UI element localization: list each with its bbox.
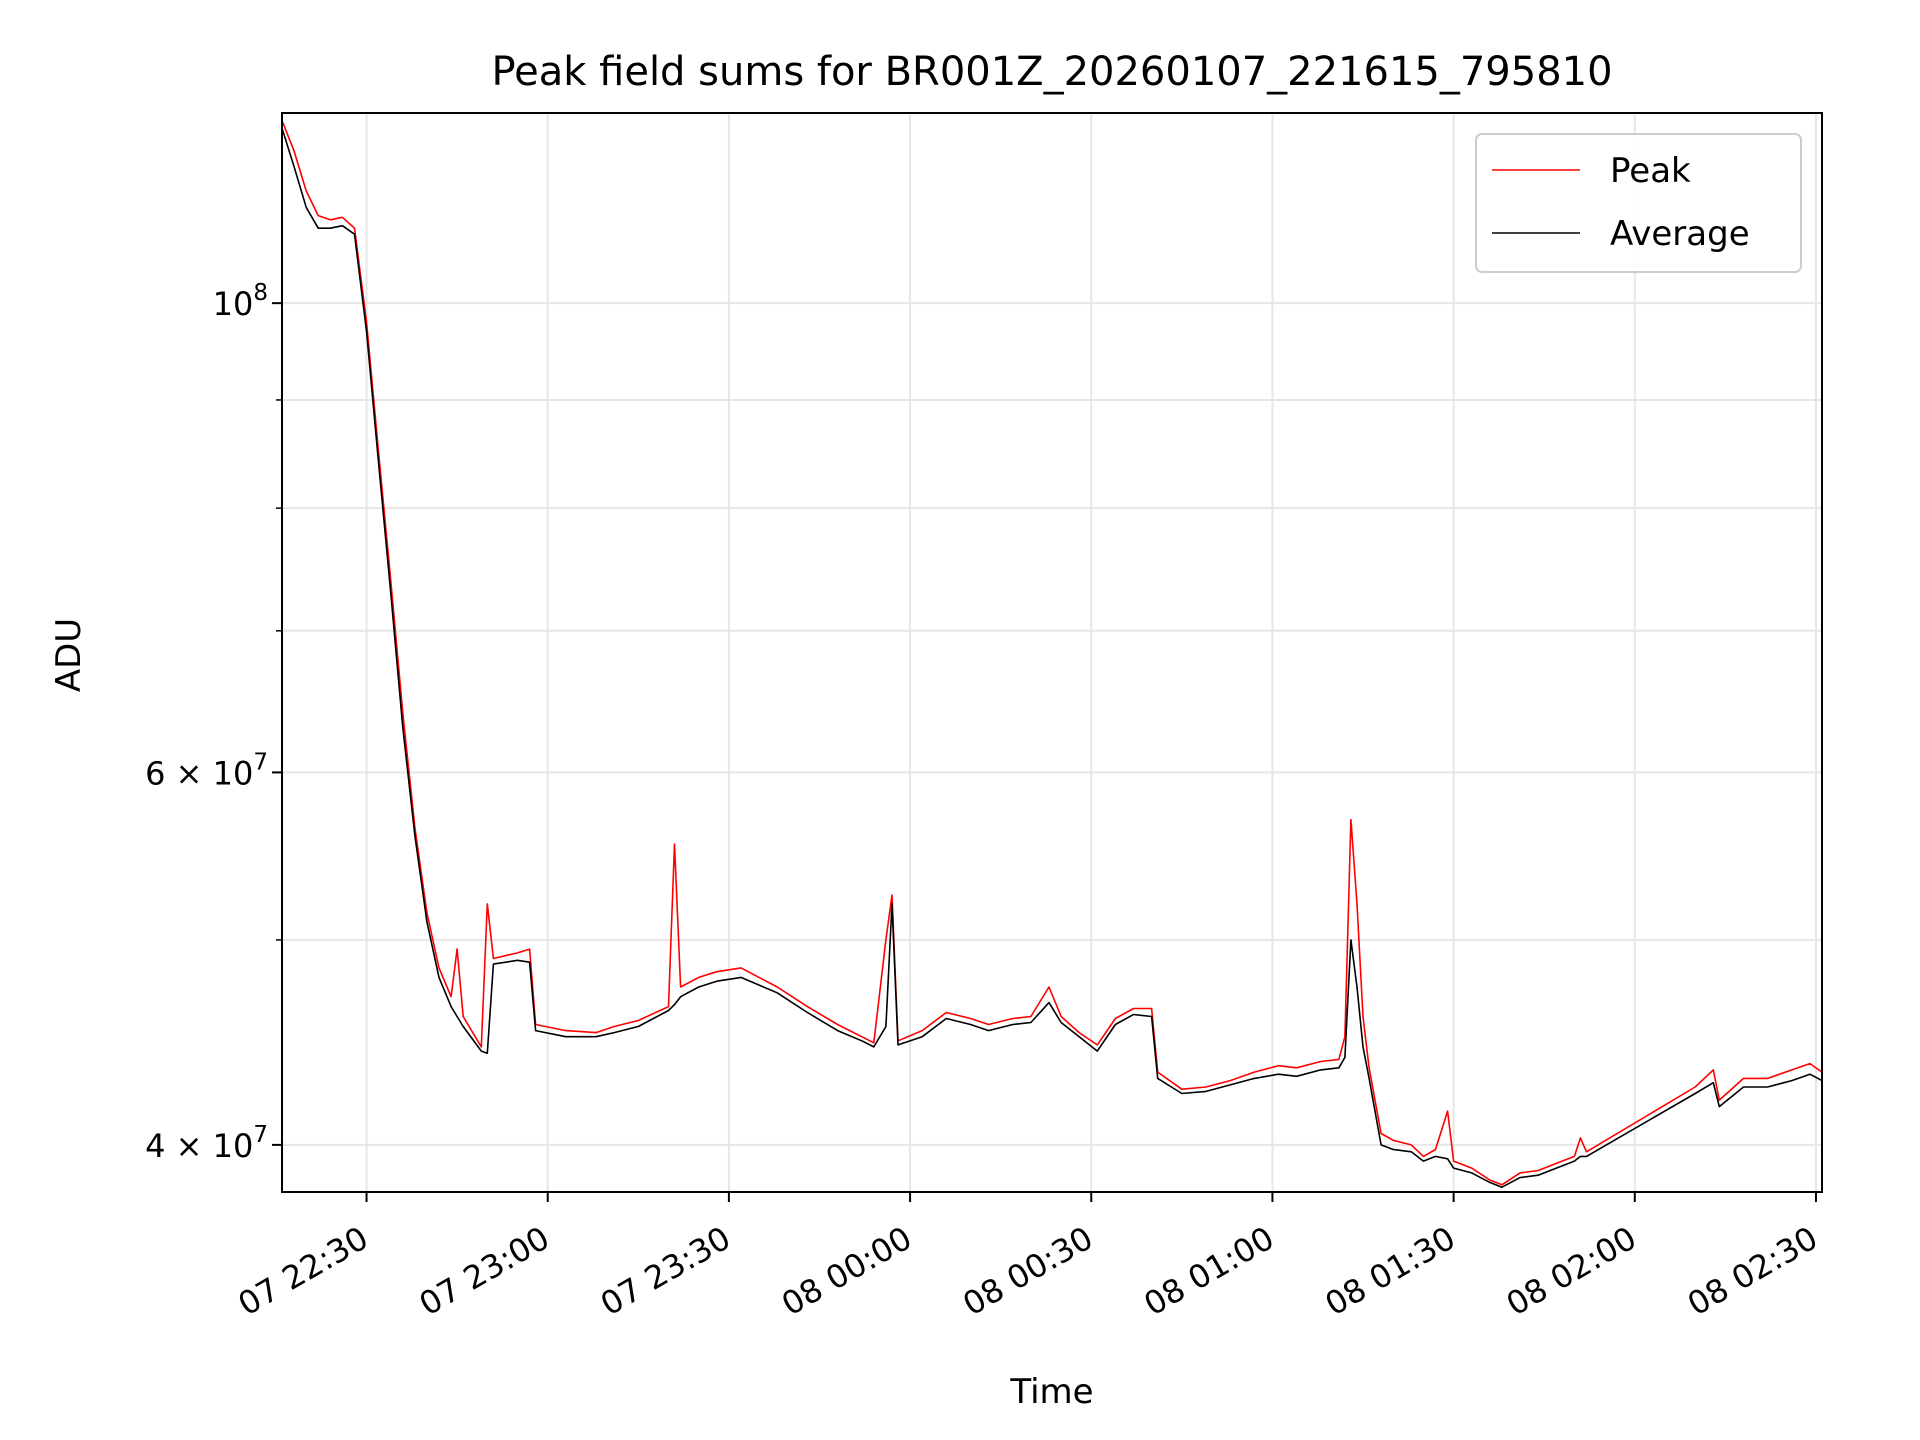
series-peak-line — [281, 120, 1823, 1186]
y-tick-label-1: 6 × 107 — [145, 749, 268, 792]
series-average-line — [281, 127, 1823, 1188]
series-layer — [281, 120, 1823, 1188]
grid — [282, 113, 1822, 1192]
legend-label-peak: Peak — [1610, 151, 1691, 191]
legend: Peak Average — [1475, 133, 1802, 273]
plot-frame — [281, 112, 1823, 1193]
legend-label-average: Average — [1610, 214, 1750, 254]
y-tick-label-0: 108 — [213, 280, 268, 323]
chart-title: Peak field sums for BR001Z_20260107_2216… — [491, 49, 1612, 95]
y-axis-label: ADU — [49, 618, 89, 692]
legend-box — [1475, 133, 1802, 273]
y-tick-label-2: 4 × 107 — [145, 1122, 268, 1165]
x-axis-label: Time — [1009, 1372, 1093, 1412]
y-axis: 108 6 × 107 4 × 107 — [145, 280, 282, 1165]
